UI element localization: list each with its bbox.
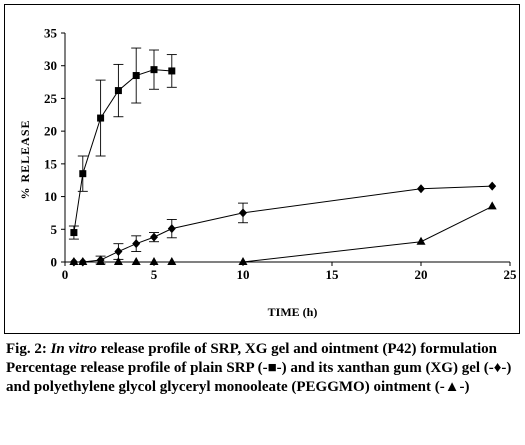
release-profile-chart: 0 5 10 15 20 25 30 35 0 5 10 15 20 25 TIME (h) % RELEAS…: [18, 26, 518, 320]
caption-in-vitro: In vitro: [50, 341, 97, 357]
caption-title-text: release profile of SRP, XG gel and ointm…: [100, 341, 497, 357]
data-point-triangle: [113, 257, 123, 265]
data-point-diamond: [417, 184, 425, 194]
chart-frame: 0 5 10 15 20 25 30 35 0 5 10 15 20 25 TIME (h) % RELEAS…: [4, 4, 520, 334]
x-tick-label: 25: [504, 267, 518, 282]
caption-fig-label: Fig. 2:: [6, 341, 47, 357]
data-point-triangle: [149, 257, 159, 265]
y-tick-label: 20: [44, 124, 57, 139]
data-point-square: [70, 229, 78, 237]
figure-caption: Fig. 2: In vitro release profile of SRP,…: [6, 340, 521, 397]
data-point-square: [132, 72, 140, 80]
x-tick-label: 20: [415, 267, 428, 282]
data-point-diamond: [132, 239, 141, 249]
y-tick-label: 5: [51, 222, 58, 237]
data-point-triangle: [238, 257, 248, 265]
y-tick-label: 15: [44, 156, 58, 171]
x-tick-label: 0: [62, 267, 69, 282]
series-line-diamond: [73, 185, 493, 263]
data-point-triangle: [96, 257, 106, 265]
series-line-triangle: [73, 205, 493, 263]
data-point-square: [97, 114, 105, 122]
data-point-square: [114, 87, 122, 95]
data-point-diamond: [150, 232, 158, 242]
x-tick-label: 5: [151, 267, 158, 282]
data-point-triangle: [416, 236, 426, 245]
data-point-triangle: [167, 257, 177, 265]
caption-title-line: Fig. 2: In vitro release profile of SRP,…: [6, 340, 521, 359]
data-point-square: [79, 170, 87, 178]
y-tick-label: 30: [44, 58, 57, 73]
data-point-triangle: [78, 257, 88, 265]
data-point-diamond: [167, 224, 176, 234]
data-point-diamond: [114, 247, 123, 257]
data-point-diamond: [239, 208, 247, 218]
data-point-triangle: [131, 257, 141, 265]
y-tick-label: 25: [44, 91, 58, 106]
y-tick-label: 35: [44, 26, 58, 41]
y-axis-title: % RELEASE: [18, 119, 32, 199]
x-tick-label: 15: [326, 267, 340, 282]
x-tick-label: 10: [237, 267, 250, 282]
y-tick-label: 0: [51, 255, 58, 270]
series-line-square: [73, 69, 172, 233]
data-point-square: [150, 66, 158, 74]
caption-description: Percentage release profile of plain SRP …: [6, 360, 512, 395]
data-point-square: [168, 67, 176, 75]
x-axis-title: TIME (h): [268, 305, 318, 319]
data-point-triangle: [487, 201, 497, 210]
y-tick-label: 10: [44, 189, 57, 204]
data-point-triangle: [69, 257, 79, 265]
data-point-diamond: [488, 181, 497, 191]
